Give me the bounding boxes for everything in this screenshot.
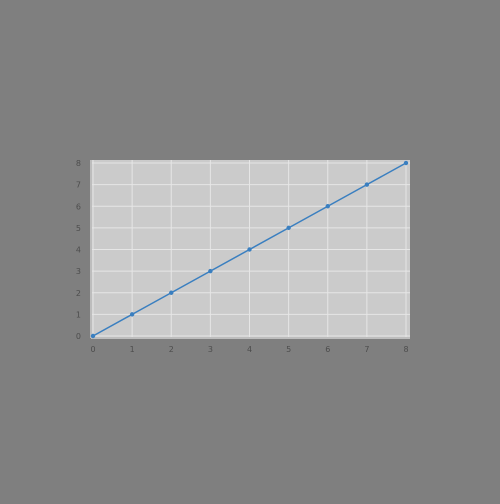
x-tick-label-0: 0 bbox=[90, 345, 95, 354]
y-tick-label-4: 4 bbox=[76, 246, 81, 255]
x-tick-label-7: 7 bbox=[364, 345, 369, 354]
data-point-0-5 bbox=[286, 225, 291, 231]
x-tick-label-5: 5 bbox=[286, 345, 291, 354]
y-tick-label-8: 8 bbox=[76, 159, 81, 168]
y-tick-label-5: 5 bbox=[76, 224, 81, 233]
series-group bbox=[90, 160, 409, 339]
y-tick-label-1: 1 bbox=[76, 310, 81, 319]
x-tick-labels: 0 1 2 3 4 5 6 7 8 bbox=[90, 345, 408, 354]
data-point-0-2 bbox=[169, 290, 174, 295]
x-tick-label-8: 8 bbox=[403, 345, 408, 354]
y-tick-label-7: 7 bbox=[76, 181, 81, 190]
y-tick-labels: 0 1 2 3 4 5 6 7 8 bbox=[76, 159, 81, 341]
data-point-0-4 bbox=[247, 247, 252, 252]
x-tick-label-1: 1 bbox=[130, 345, 135, 354]
y-tick-label-2: 2 bbox=[76, 289, 81, 298]
data-point-0-8 bbox=[403, 160, 409, 166]
y-tick-label-3: 3 bbox=[76, 267, 81, 276]
x-tick-label-2: 2 bbox=[169, 345, 174, 354]
x-tick-label-3: 3 bbox=[208, 345, 213, 354]
data-point-0-0 bbox=[90, 333, 96, 339]
x-tick-label-6: 6 bbox=[325, 345, 330, 354]
data-point-0-1 bbox=[129, 312, 135, 317]
y-tick-label-0: 0 bbox=[76, 332, 81, 341]
data-point-0-7 bbox=[364, 182, 370, 187]
y-tick-label-6: 6 bbox=[76, 202, 81, 211]
data-point-0-6 bbox=[325, 204, 330, 209]
x-tick-label-4: 4 bbox=[247, 345, 252, 354]
data-point-0-3 bbox=[208, 268, 213, 274]
